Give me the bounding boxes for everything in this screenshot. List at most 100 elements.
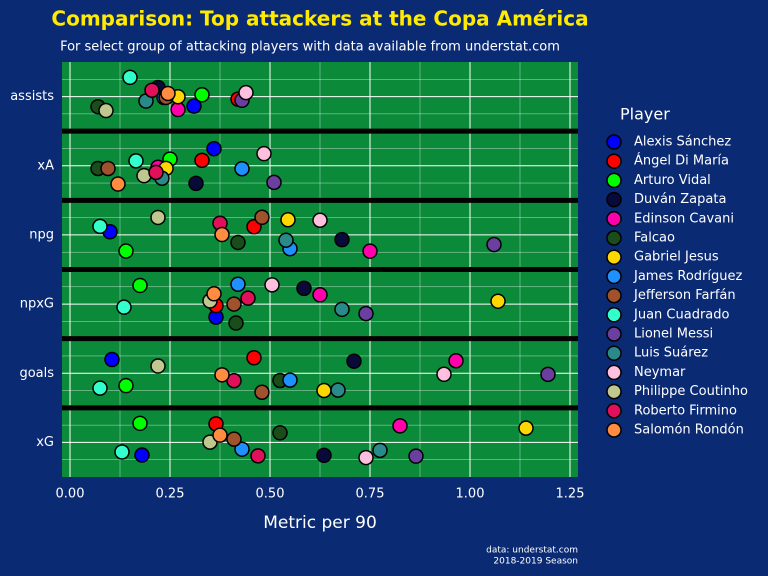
point (334, 231, 350, 248)
y-tick-label: assists (10, 89, 54, 104)
legend-label: Gabriel Jesus (634, 250, 719, 265)
point (330, 382, 346, 398)
legend-label: Salomón Rondón (634, 423, 744, 438)
point (214, 226, 230, 243)
point (238, 84, 254, 101)
legend-label: Luis Suárez (634, 346, 708, 361)
y-tick-label: xG (36, 435, 54, 450)
point (250, 448, 266, 464)
chart-subtitle: For select group of attacking players wi… (60, 40, 560, 55)
legend-marker (606, 249, 622, 265)
point (316, 447, 332, 464)
point (92, 380, 108, 396)
point (234, 160, 250, 177)
point (254, 209, 270, 226)
point (234, 441, 250, 457)
point (264, 277, 280, 293)
point (362, 243, 378, 259)
point (372, 442, 388, 459)
point (312, 212, 328, 228)
legend-label: Duván Zapata (634, 192, 726, 207)
point (486, 236, 502, 253)
point (118, 243, 134, 259)
point (132, 415, 148, 432)
point (240, 290, 256, 306)
point (104, 351, 120, 368)
point (116, 299, 132, 315)
point (150, 209, 166, 226)
legend-label: Jefferson Farfán (633, 288, 736, 303)
point (170, 101, 186, 118)
point (490, 293, 506, 309)
point (160, 85, 176, 102)
point (282, 372, 298, 388)
caption: 2018-2019 Season (493, 557, 578, 567)
legend-label: Roberto Firmino (634, 403, 737, 418)
point (408, 448, 424, 464)
point (246, 349, 262, 366)
point (188, 175, 204, 192)
point (334, 301, 350, 318)
x-tick-label: 0.75 (356, 487, 385, 502)
point (98, 102, 114, 119)
point (312, 287, 328, 303)
caption: data: understat.com (486, 546, 578, 556)
point (392, 418, 408, 434)
point (134, 447, 150, 463)
legend-marker (606, 268, 622, 285)
legend-marker (606, 134, 622, 150)
point (316, 382, 332, 399)
point (226, 431, 242, 447)
legend-title: Player (620, 105, 670, 124)
point (228, 315, 244, 331)
legend-label: Edinson Cavani (634, 211, 734, 226)
point (256, 145, 272, 162)
legend-label: Alexis Sánchez (634, 135, 731, 150)
point (358, 305, 374, 322)
legend-marker (606, 211, 622, 227)
point (280, 212, 296, 228)
point (212, 427, 228, 443)
point (346, 353, 362, 369)
y-tick-label: goals (19, 366, 54, 381)
point (230, 276, 246, 292)
point (266, 174, 282, 191)
point (144, 82, 160, 98)
point (118, 377, 134, 394)
legend-marker (606, 287, 622, 304)
x-tick-label: 0.00 (56, 487, 85, 502)
point (540, 366, 556, 383)
x-tick-label: 1.25 (556, 487, 585, 502)
legend-label: Arturo Vidal (634, 173, 711, 188)
point (296, 280, 312, 297)
legend-label: Neymar (634, 365, 686, 380)
point (226, 296, 242, 312)
point (122, 69, 138, 86)
legend-label: Ángel Di María (634, 153, 729, 169)
x-axis-label: Metric per 90 (263, 513, 377, 533)
legend-marker (606, 230, 622, 246)
point (132, 277, 148, 294)
point (194, 87, 210, 103)
point (206, 286, 222, 302)
legend-marker (606, 326, 622, 342)
legend-label: Falcao (634, 231, 675, 246)
point (148, 164, 164, 181)
point (230, 234, 246, 251)
point (278, 232, 294, 248)
legend-marker (606, 307, 622, 323)
y-tick-label: xA (37, 158, 54, 173)
legend-marker (606, 153, 622, 169)
legend-marker (606, 383, 622, 400)
point (110, 176, 126, 192)
point (254, 384, 270, 401)
legend-marker (606, 364, 622, 381)
legend-marker (606, 345, 622, 361)
point (214, 367, 230, 383)
legend-marker (606, 422, 622, 438)
point (272, 425, 288, 441)
x-tick-label: 0.25 (156, 487, 185, 502)
point (92, 218, 108, 235)
point (186, 98, 202, 114)
